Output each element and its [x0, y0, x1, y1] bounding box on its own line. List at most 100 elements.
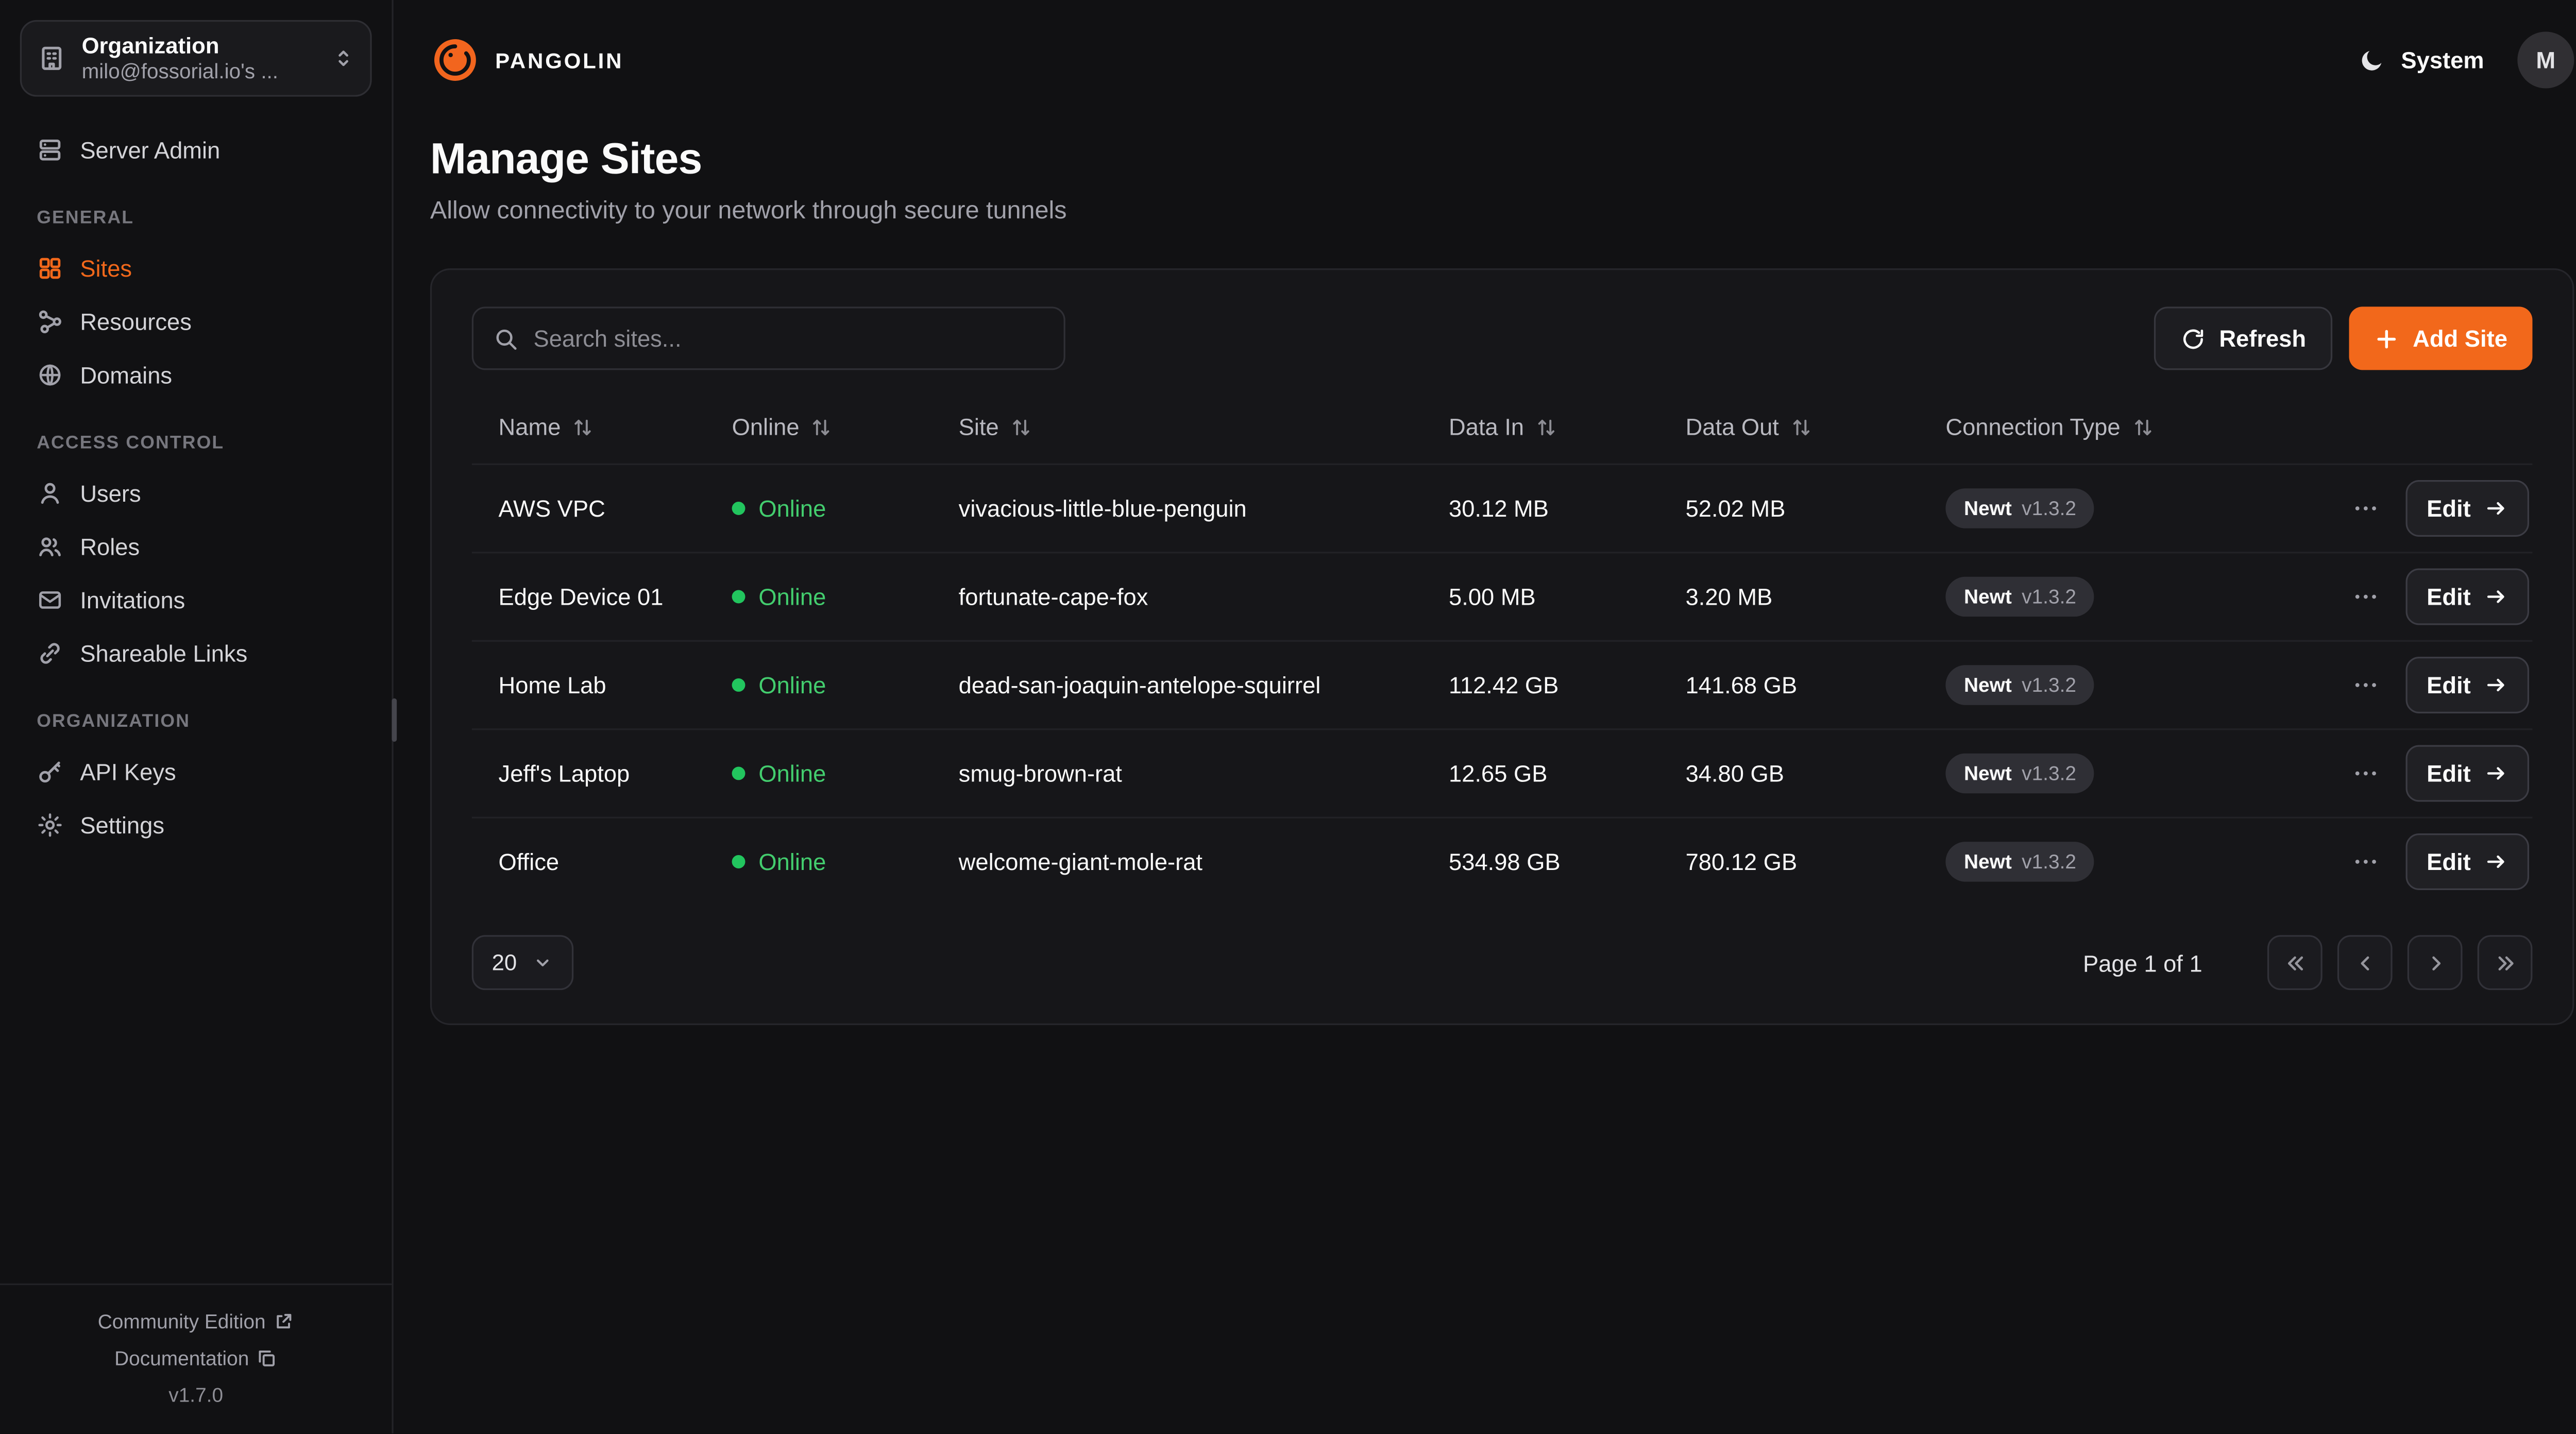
cell-data-out: 141.68 GB [1685, 672, 1798, 698]
sort-icon [1536, 416, 1557, 437]
online-dot-icon [732, 678, 745, 692]
section-label-general: GENERAL [37, 208, 134, 229]
docs-icon [258, 1348, 278, 1369]
table-row: Jeff's Laptop Online smug-brown-rat 12.6… [471, 728, 2533, 817]
connection-badge: Newt v1.3.2 [1945, 665, 2095, 705]
arrow-right-icon [2484, 673, 2507, 696]
sidebar-resize-handle[interactable] [392, 698, 397, 742]
cell-actions: Edit [2329, 480, 2533, 537]
globe-icon [37, 362, 63, 388]
prev-page-button[interactable] [2337, 935, 2393, 991]
search-box [471, 306, 1065, 370]
community-edition-link[interactable]: Community Edition [0, 1304, 392, 1340]
avatar-initial: M [2536, 46, 2556, 74]
documentation-link[interactable]: Documentation [0, 1340, 392, 1377]
column-header-site[interactable]: Site [932, 414, 1422, 440]
edit-button[interactable]: Edit [2405, 833, 2529, 891]
org-selector[interactable]: Organization milo@fossorial.io's ... [20, 20, 372, 97]
cell-connection-type: Newt v1.3.2 [1919, 576, 2329, 617]
cell-name: Home Lab [498, 672, 606, 698]
row-menu-button[interactable] [2345, 488, 2385, 528]
sidebar-item-sites[interactable]: Sites [20, 242, 372, 295]
sidebar-item-settings[interactable]: Settings [20, 798, 372, 852]
mail-icon [37, 587, 63, 613]
column-header-data-out[interactable]: Data Out [1659, 414, 1919, 440]
row-menu-button[interactable] [2345, 577, 2385, 617]
sidebar-item-resources[interactable]: Resources [20, 295, 372, 349]
online-dot-icon [732, 502, 745, 515]
table-row: Home Lab Online dead-san-joaquin-antelop… [471, 640, 2533, 729]
sidebar-item-server-admin[interactable]: Server Admin [20, 123, 372, 177]
sidebar-item-roles[interactable]: Roles [20, 520, 372, 574]
cell-data-in: 12.65 GB [1449, 760, 1548, 787]
section-label-access-control: ACCESS CONTROL [37, 433, 225, 454]
sidebar-item-shareable-links[interactable]: Shareable Links [20, 627, 372, 680]
edit-button[interactable]: Edit [2405, 480, 2529, 537]
sites-toolbar: Refresh Add Site [471, 306, 2533, 370]
sidebar-item-api-keys[interactable]: API Keys [20, 745, 372, 798]
edit-button[interactable]: Edit [2405, 656, 2529, 713]
edit-button[interactable]: Edit [2405, 745, 2529, 802]
resources-icon [37, 309, 63, 335]
cell-actions: Edit [2329, 568, 2533, 625]
edit-button[interactable]: Edit [2405, 568, 2529, 625]
org-selector-title: Organization [81, 33, 219, 59]
org-selector-texts: Organization milo@fossorial.io's ... [82, 33, 317, 83]
search-input[interactable] [533, 325, 1044, 352]
table-row: AWS VPC Online vivacious-little-blue-pen… [471, 463, 2533, 552]
sites-table: Name Online Site [471, 390, 2533, 905]
row-menu-button[interactable] [2345, 665, 2385, 705]
refresh-button[interactable]: Refresh [2154, 306, 2333, 370]
building-icon [37, 43, 66, 73]
sidebar-item-label: Users [80, 480, 141, 507]
online-dot-icon [732, 590, 745, 604]
sidebar-item-users[interactable]: Users [20, 467, 372, 520]
column-header-name[interactable]: Name [472, 414, 705, 440]
sites-icon [37, 255, 63, 282]
column-header-online[interactable]: Online [705, 414, 932, 440]
documentation-label: Documentation [114, 1346, 249, 1370]
sidebar-item-domains[interactable]: Domains [20, 348, 372, 402]
moon-icon [2360, 47, 2386, 74]
ellipsis-icon [2351, 760, 2378, 787]
cell-name: Edge Device 01 [498, 583, 664, 610]
row-menu-button[interactable] [2345, 842, 2385, 882]
column-header-connection-type[interactable]: Connection Type [1919, 414, 2329, 440]
sidebar-item-label: Domains [80, 362, 173, 388]
cell-online-status: Online [705, 495, 932, 522]
arrow-right-icon [2484, 497, 2507, 520]
add-site-button[interactable]: Add Site [2349, 306, 2533, 370]
sidebar-item-label: Server Admin [80, 136, 221, 164]
chevrons-up-down-icon [332, 47, 355, 70]
row-menu-button[interactable] [2345, 754, 2385, 794]
next-page-button[interactable] [2407, 935, 2463, 991]
cell-connection-type: Newt v1.3.2 [1919, 665, 2329, 705]
plus-icon [2375, 326, 2400, 351]
ellipsis-icon [2351, 848, 2378, 875]
online-dot-icon [732, 855, 745, 868]
section-label-organization: ORGANIZATION [37, 711, 191, 732]
toolbar-actions: Refresh Add Site [2154, 306, 2533, 370]
cell-connection-type: Newt v1.3.2 [1919, 842, 2329, 882]
brand[interactable]: PANGOLIN [430, 35, 623, 85]
cell-online-status: Online [705, 584, 932, 610]
cell-online-status: Online [705, 848, 932, 875]
last-page-button[interactable] [2477, 935, 2533, 991]
avatar[interactable]: M [2517, 31, 2574, 89]
first-page-button[interactable] [2267, 935, 2323, 991]
external-link-icon [274, 1312, 294, 1332]
column-header-data-in[interactable]: Data In [1422, 414, 1659, 440]
sort-icon [1791, 416, 1812, 437]
cell-data-in: 534.98 GB [1449, 848, 1561, 875]
sidebar-item-invitations[interactable]: Invitations [20, 573, 372, 627]
search-icon [494, 326, 519, 351]
table-footer: 20 Page 1 of 1 [471, 935, 2533, 991]
theme-label: System [2401, 46, 2484, 74]
cell-actions: Edit [2329, 833, 2533, 891]
cell-name: Jeff's Laptop [498, 760, 630, 787]
online-dot-icon [732, 766, 745, 780]
page-size-select[interactable]: 20 [471, 935, 574, 991]
theme-toggle[interactable]: System [2360, 46, 2484, 74]
sites-card: Refresh Add Site [430, 268, 2574, 1026]
